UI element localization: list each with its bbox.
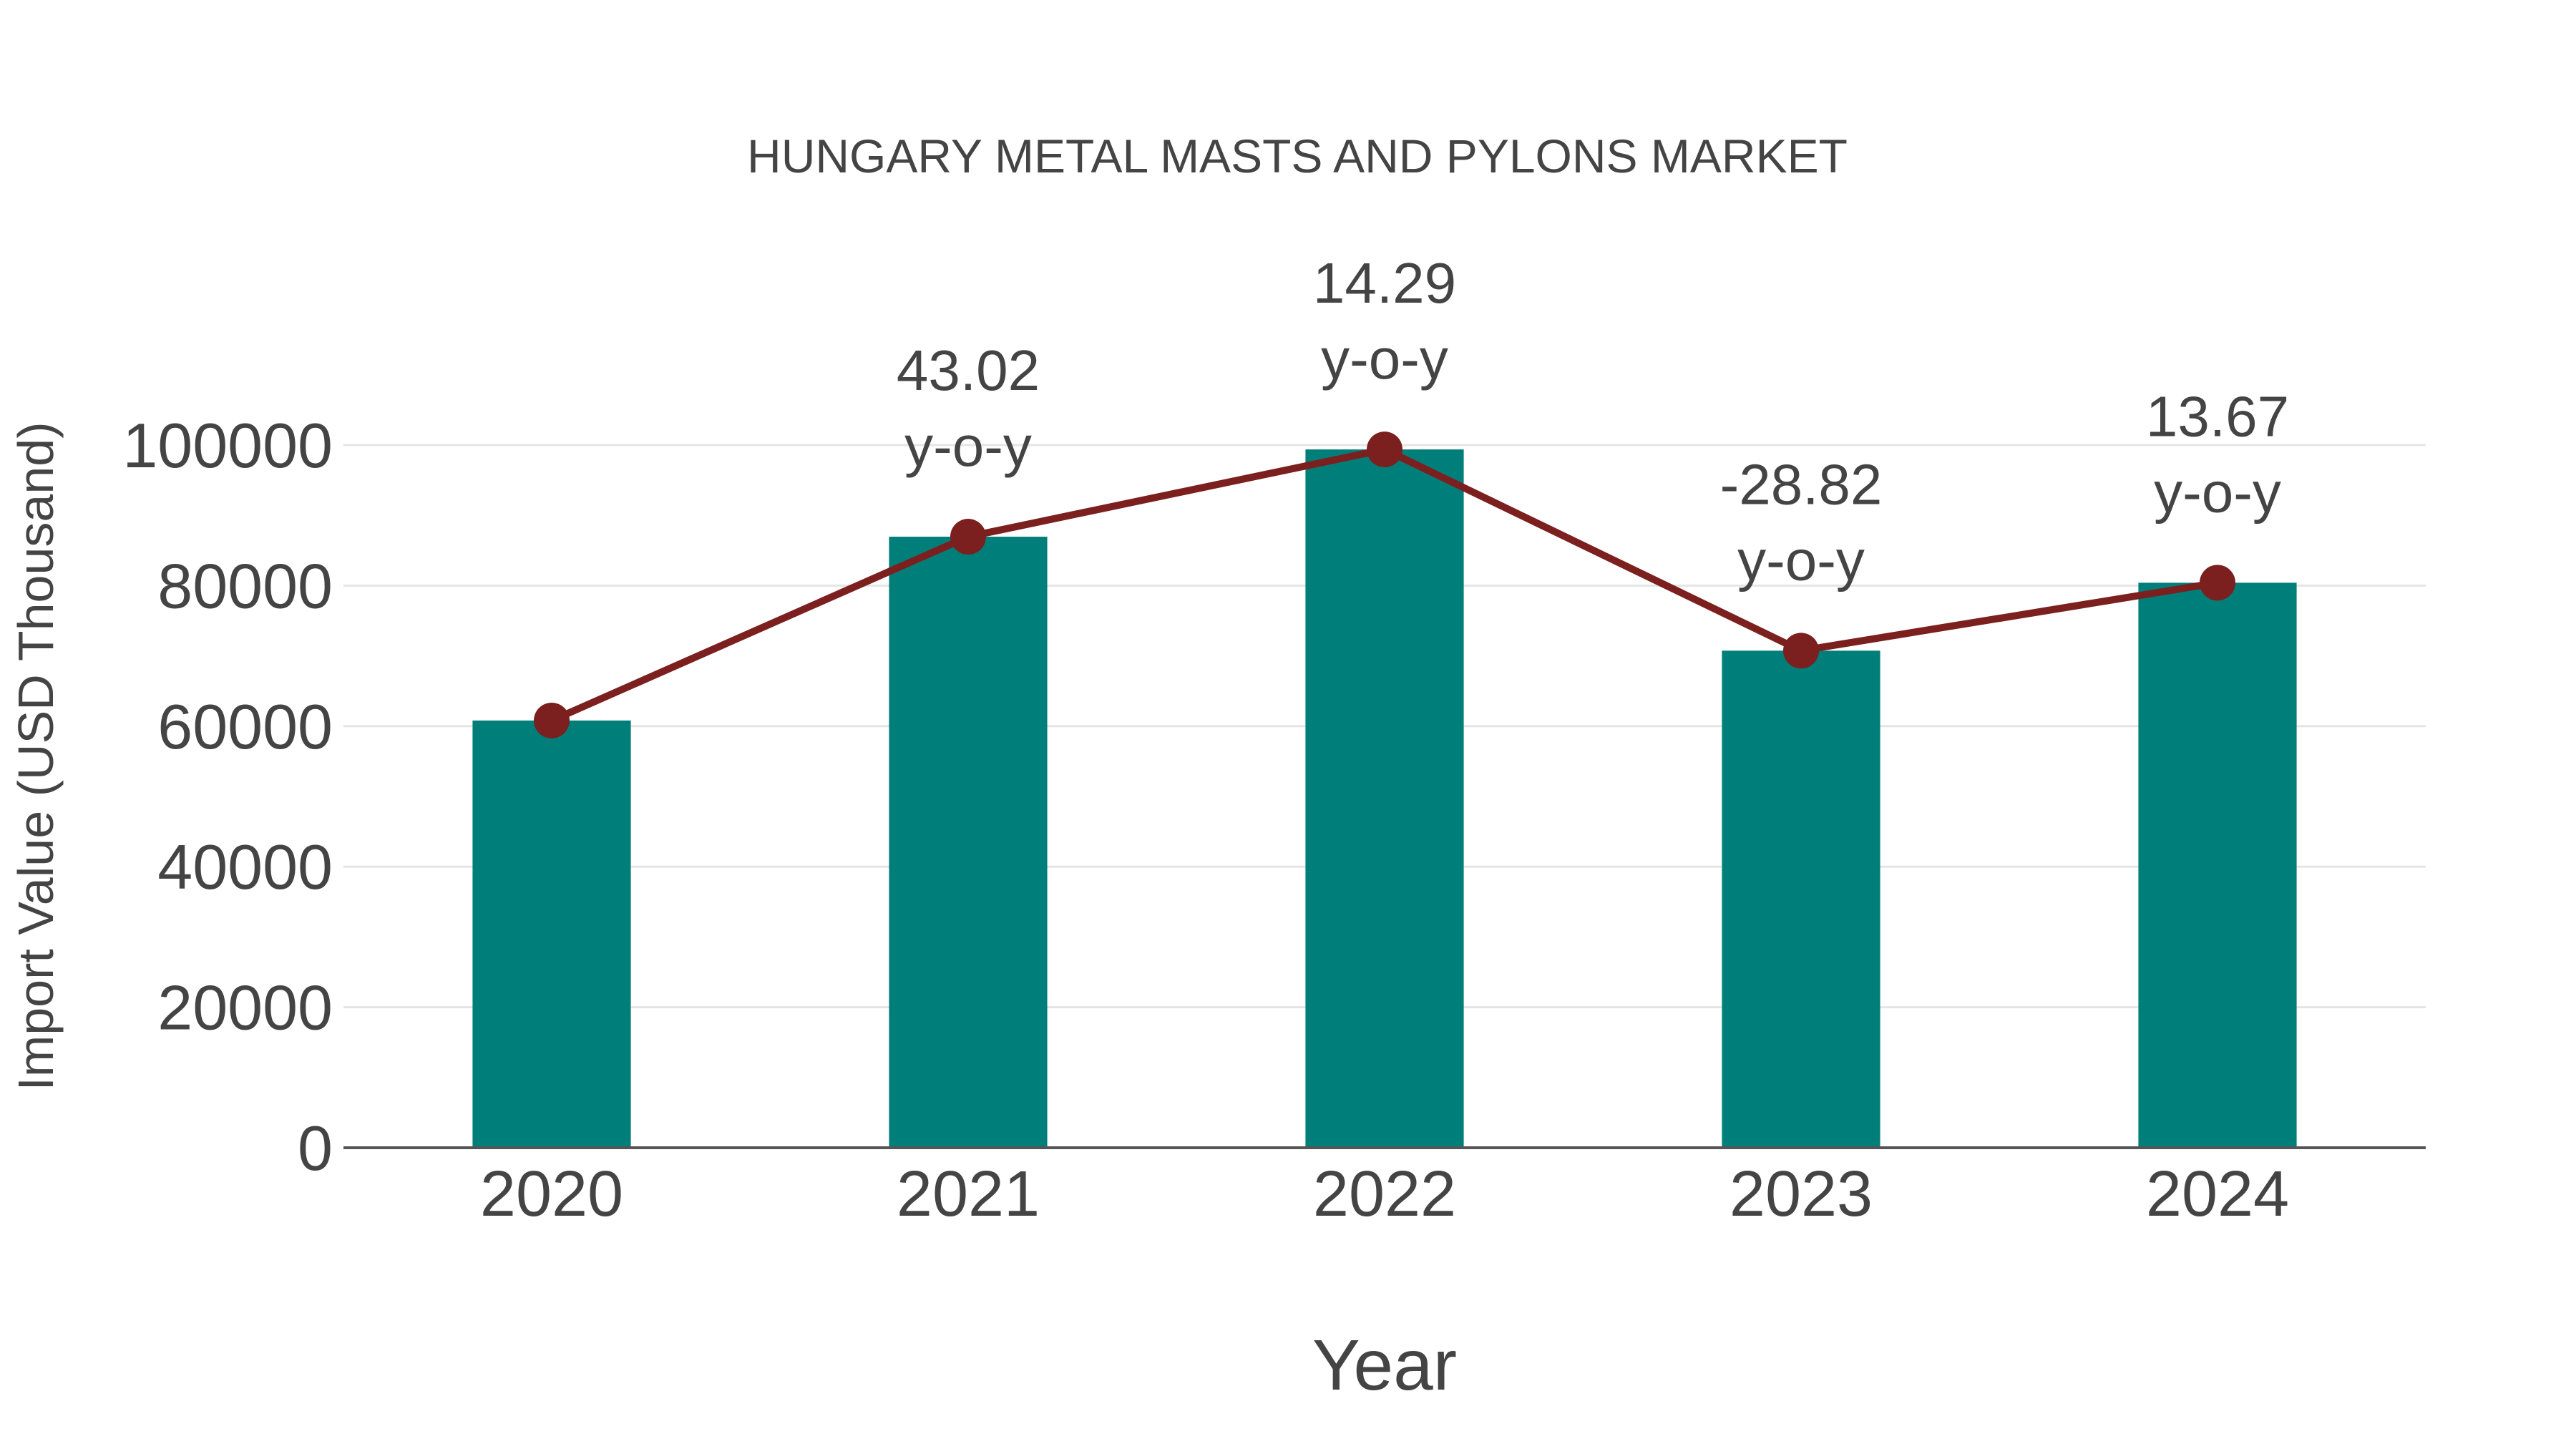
- x-axis-ticks: 2020 2021 2022 2023 2024: [480, 1158, 2289, 1230]
- line-marker-2024: [2200, 565, 2235, 601]
- bar-series: [472, 449, 2297, 1148]
- y-tick-label: 40000: [157, 831, 333, 902]
- y-tick-label: 60000: [157, 691, 333, 762]
- yoy-value: 14.29: [1313, 251, 1456, 315]
- x-axis-title: Year: [1312, 1325, 1457, 1405]
- yoy-value: 43.02: [897, 338, 1040, 402]
- yoy-suffix: y-o-y: [1737, 528, 1865, 592]
- yoy-annotations: 43.02 y-o-y 14.29 y-o-y -28.82 y-o-y 13.67 y-o-…: [897, 251, 2289, 592]
- y-tick-label: 0: [298, 1113, 333, 1184]
- bar-2022: [1305, 449, 1464, 1148]
- yoy-annotation-2024: 13.67 y-o-y: [2146, 384, 2289, 524]
- x-tick-label: 2020: [480, 1158, 623, 1230]
- y-tick-label: 80000: [157, 550, 333, 621]
- bar-2020: [472, 720, 631, 1148]
- yoy-annotation-2021: 43.02 y-o-y: [897, 338, 1040, 478]
- x-tick-label: 2022: [1313, 1158, 1456, 1230]
- yoy-value: 13.67: [2146, 384, 2289, 448]
- line-marker-2020: [534, 702, 570, 738]
- bar-2021: [889, 537, 1048, 1148]
- x-tick-label: 2024: [2146, 1158, 2289, 1230]
- x-tick-label: 2021: [897, 1158, 1040, 1230]
- yoy-annotation-2022: 14.29 y-o-y: [1313, 251, 1456, 391]
- line-marker-2023: [1783, 633, 1819, 669]
- chart-title: HUNGARY METAL MASTS AND PYLONS MARKET: [747, 130, 1848, 182]
- y-axis-ticks: 0 20000 40000 60000 80000 100000: [122, 410, 333, 1184]
- line-marker-2022: [1367, 431, 1402, 468]
- y-axis-title: Import Value (USD Thousand): [8, 421, 64, 1091]
- yoy-annotation-2023: -28.82 y-o-y: [1720, 452, 1883, 592]
- line-marker-2021: [950, 519, 986, 555]
- x-tick-label: 2023: [1729, 1158, 1873, 1230]
- bar-2024: [2138, 582, 2297, 1148]
- yoy-value: -28.82: [1720, 452, 1883, 516]
- y-tick-label: 100000: [122, 410, 333, 481]
- yoy-suffix: y-o-y: [904, 414, 1032, 478]
- y-tick-label: 20000: [157, 972, 333, 1043]
- bar-2023: [1722, 650, 1880, 1148]
- yoy-suffix: y-o-y: [1321, 327, 1448, 391]
- yoy-suffix: y-o-y: [2154, 460, 2281, 524]
- line-series: [534, 431, 2235, 738]
